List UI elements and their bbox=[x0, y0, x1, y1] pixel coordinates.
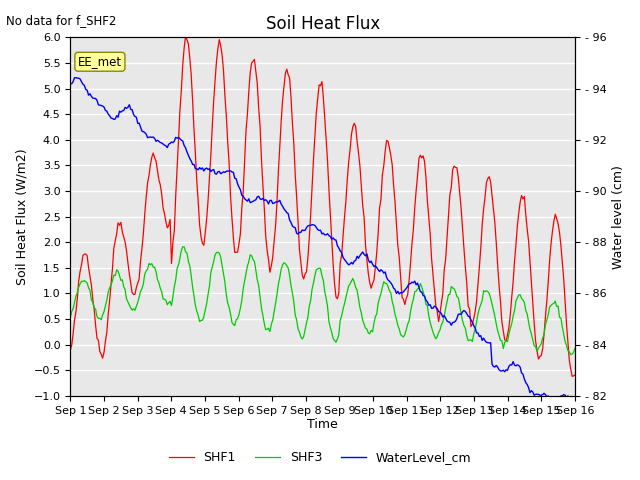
Title: Soil Heat Flux: Soil Heat Flux bbox=[266, 15, 380, 33]
SHF1 bbox=[235, 241, 243, 247]
Legend: SHF1, SHF3, WaterLevel_cm: SHF1, SHF3, WaterLevel_cm bbox=[164, 446, 476, 469]
Y-axis label: Soil Heat Flux (W/m2): Soil Heat Flux (W/m2) bbox=[15, 148, 28, 285]
SHF1 bbox=[218, 52, 226, 58]
SHF1 bbox=[244, 111, 252, 117]
SHF3 bbox=[244, 263, 252, 269]
SHF1 bbox=[289, 120, 296, 126]
SHF3 bbox=[128, 307, 136, 313]
SHF3 bbox=[235, 312, 243, 317]
Line: SHF1: SHF1 bbox=[70, 36, 575, 376]
SHF3 bbox=[289, 290, 296, 296]
Text: EE_met: EE_met bbox=[78, 55, 122, 68]
WaterLevel_cm bbox=[545, 393, 552, 399]
WaterLevel_cm bbox=[235, 184, 243, 190]
SHF3 bbox=[571, 346, 579, 351]
WaterLevel_cm bbox=[571, 408, 579, 413]
X-axis label: Time: Time bbox=[307, 419, 338, 432]
WaterLevel_cm bbox=[67, 80, 74, 86]
SHF3 bbox=[567, 352, 575, 358]
SHF1 bbox=[128, 290, 136, 296]
SHF1 bbox=[182, 34, 189, 39]
SHF1 bbox=[545, 279, 552, 285]
WaterLevel_cm bbox=[244, 198, 252, 204]
SHF3 bbox=[67, 315, 74, 321]
WaterLevel_cm bbox=[218, 170, 226, 176]
Line: WaterLevel_cm: WaterLevel_cm bbox=[70, 78, 575, 410]
SHF1 bbox=[571, 372, 579, 378]
WaterLevel_cm bbox=[289, 223, 296, 229]
SHF3 bbox=[179, 244, 187, 250]
Line: SHF3: SHF3 bbox=[70, 247, 575, 355]
Text: No data for f_SHF2: No data for f_SHF2 bbox=[6, 14, 116, 27]
Y-axis label: Water level (cm): Water level (cm) bbox=[612, 165, 625, 268]
SHF3 bbox=[545, 312, 552, 317]
WaterLevel_cm bbox=[130, 112, 138, 118]
SHF3 bbox=[218, 263, 226, 268]
SHF1 bbox=[67, 348, 74, 353]
WaterLevel_cm bbox=[72, 75, 80, 81]
SHF1 bbox=[568, 373, 576, 379]
